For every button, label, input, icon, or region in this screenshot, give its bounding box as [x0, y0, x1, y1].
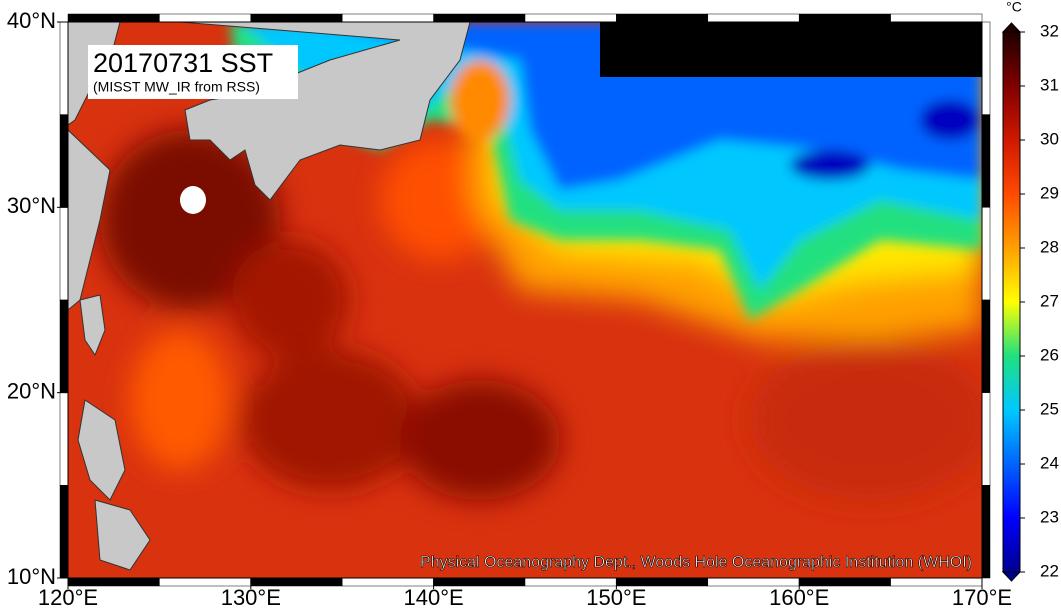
colorbar-tick-label: 25: [1040, 399, 1059, 418]
colorbar-tick-label: 27: [1040, 291, 1059, 310]
lon-tick-label: 150°E: [586, 585, 646, 610]
map-subtitle: (MISST MW_IR from RSS): [93, 79, 260, 95]
frame-segment: [981, 207, 991, 301]
frame-segment: [59, 114, 69, 208]
title-box: [88, 45, 298, 99]
frame-segment: [433, 13, 526, 23]
colorbar-tick-label: 22: [1040, 561, 1059, 580]
frame-segment: [59, 299, 69, 393]
no-data: [180, 186, 206, 214]
frame-segment: [59, 21, 69, 115]
frame-segment: [250, 13, 343, 23]
frame-segment: [67, 13, 160, 23]
lon-tick-label: 140°E: [404, 585, 464, 610]
colorbar-tick-label: 26: [1040, 345, 1059, 364]
frame-segment: [616, 13, 709, 23]
frame-segment: [159, 13, 252, 23]
frame-segment: [981, 114, 991, 208]
lon-tick-label: 170°E: [952, 585, 1012, 610]
credit: Physical Oceanography Dept., Woods Hole …: [420, 554, 972, 571]
colorbar-tick-label: 24: [1040, 453, 1059, 472]
lat-tick-label: 10°N: [7, 564, 56, 589]
frame-segment: [59, 207, 69, 301]
frame-segment: [59, 485, 69, 579]
lon-tick-label: 130°E: [221, 585, 281, 610]
lon-tick-label: 160°E: [769, 585, 829, 610]
colorbar-tick-label: 23: [1040, 507, 1059, 526]
frame-segment: [59, 392, 69, 486]
lat-tick-label: 30°N: [7, 193, 56, 218]
frame-segment: [981, 392, 991, 486]
colorbar-min-arrow: [1001, 571, 1022, 582]
colorbar-max-arrow: [1001, 22, 1022, 33]
frame-segment: [798, 13, 891, 23]
colorbar-tick-label: 30: [1040, 129, 1059, 148]
lat-tick-label: 40°N: [7, 8, 56, 33]
colorbar-unit: °C: [1006, 0, 1022, 15]
colorbar-tick-label: 32: [1040, 21, 1059, 40]
frame-segment: [890, 13, 983, 23]
colorbar-tick-label: 31: [1040, 75, 1059, 94]
frame-segment: [707, 13, 800, 23]
map-title: 20170731 SST: [93, 48, 273, 78]
frame-segment: [981, 299, 991, 393]
frame-segment: [341, 13, 434, 23]
sst-field: [68, 22, 982, 578]
colorbar: [1002, 31, 1021, 573]
frame-segment: [981, 485, 991, 579]
frame-segment: [981, 21, 991, 115]
land: [68, 22, 471, 571]
lat-tick-label: 20°N: [7, 378, 56, 403]
frame-segment: [524, 13, 617, 23]
colorbar-tick-label: 29: [1040, 183, 1059, 202]
colorbar-tick-label: 28: [1040, 237, 1059, 256]
lon-tick-label: 120°E: [38, 585, 98, 610]
